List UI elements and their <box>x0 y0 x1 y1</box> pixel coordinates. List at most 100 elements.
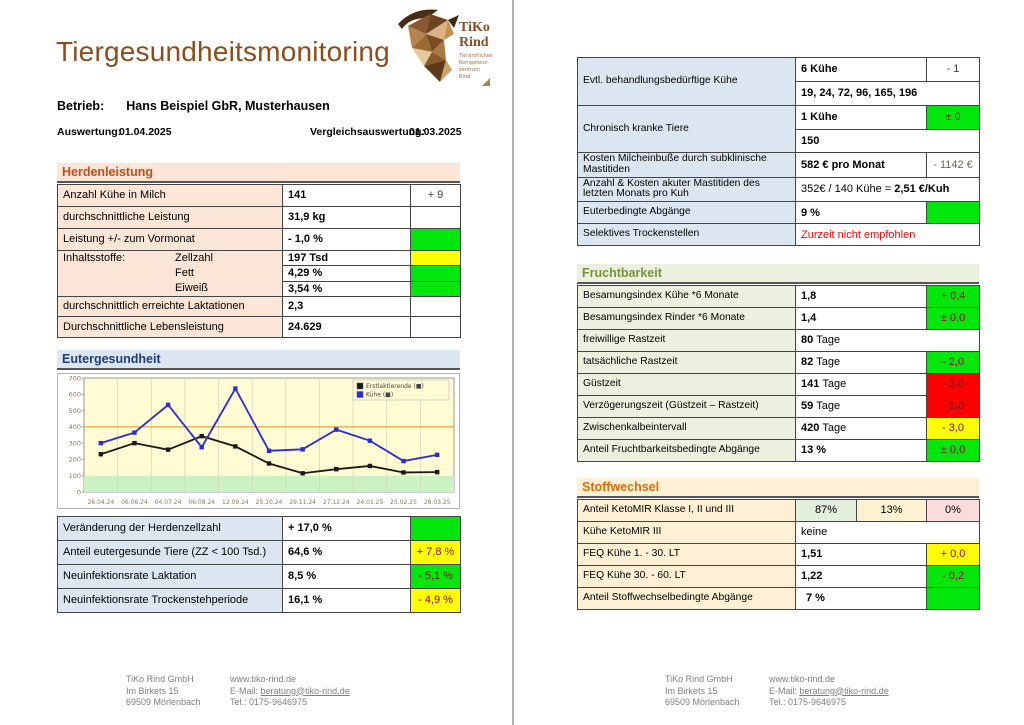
status-cell-green <box>410 228 461 251</box>
cell-delta: ± 0 <box>926 105 980 130</box>
cell-value: 420 Tage <box>795 417 927 440</box>
cell-label: FEQ Kühe 1. - 30. LT <box>577 543 796 566</box>
cell-label: Evtl. behandlungsbedürftige Kühe <box>577 57 796 106</box>
svg-text:12.09.24: 12.09.24 <box>222 499 249 506</box>
cell-label: durchschnittlich erreichte Laktationen <box>57 295 283 317</box>
cell-value: 1 Kühe <box>795 105 927 130</box>
footer-right: TiKo Rind GmbH Im Birkets 15 69509 Mörle… <box>665 674 889 709</box>
cell-label: Euterbedingte Abgänge <box>577 201 796 225</box>
auswertung-label: Auswertung: <box>57 126 122 138</box>
page-title: Tiergesundheitsmonitoring <box>56 36 390 67</box>
footer-left: TiKo Rind GmbH Im Birkets 15 69509 Mörle… <box>126 674 350 709</box>
cell-label: Anteil Stoffwechselbedingte Abgänge <box>577 587 796 610</box>
svg-text:04.07.24: 04.07.24 <box>155 499 182 506</box>
cell-label: Durchschnittliche Lebensleistung <box>57 315 283 338</box>
cell-value: 7 % <box>795 587 927 610</box>
cell-label: Besamungsindex Rinder *6 Monate <box>577 307 796 330</box>
cell-value: 16,1 % <box>282 588 411 613</box>
cell-label: Besamungsindex Kühe *6 Monate <box>577 285 796 308</box>
cell-value: 9 % <box>795 201 927 225</box>
cell-delta: + 0,0 <box>926 543 980 566</box>
cell-value: 82 Tage <box>795 351 927 374</box>
svg-text:400: 400 <box>69 423 81 431</box>
email-link[interactable]: beratung@tiko-rind.de <box>799 685 889 696</box>
footer-city: 69509 Mörlenbach <box>126 697 201 707</box>
footer-phone: Tel.: 0175-9646975 <box>769 697 847 707</box>
cell-label: freiwillige Rastzeit <box>577 329 796 352</box>
cell-value: 197 Tsd <box>282 249 411 267</box>
cell-label: Zwischenkalbeintervall <box>577 417 796 440</box>
svg-text:Erstlaktierende (■): Erstlaktierende (■) <box>366 383 424 390</box>
eutergesundheit-table-right: Evtl. behandlungsbedürftige Kühe 6 Kühe … <box>577 57 980 247</box>
cell-delta: - 4,9 % <box>410 588 461 613</box>
cell-label: Selektives Trockenstellen <box>577 223 796 247</box>
page-left: Tiergesundheitsmonitoring TiKo Rind Tier… <box>56 9 492 709</box>
value-number: 420 <box>801 422 820 435</box>
tiko-rind-logo: TiKo Rind Tierärztliches Kompetenz- zent… <box>398 9 492 86</box>
svg-text:Kühe (■): Kühe (■) <box>366 392 393 399</box>
cell-value: + 17,0 % <box>282 516 411 541</box>
cell-delta: - 3,0 <box>926 373 980 396</box>
auswertung-date: 01.04.2025 <box>119 126 172 138</box>
value-number: 59 <box>801 400 814 413</box>
cell-label: Leistung +/- zum Vormonat <box>57 228 283 251</box>
footer-email-label: E-Mail: <box>230 685 261 696</box>
cell-delta: + 0,4 <box>926 285 980 308</box>
svg-text:06.06.24: 06.06.24 <box>121 499 148 506</box>
group-label: Inhaltsstoffe: <box>63 252 126 265</box>
value-unit: Tage <box>816 356 841 369</box>
cell-value: 2,3 <box>282 295 411 317</box>
cell-label: Anteil Fruchtbarkeitsbedingte Abgänge <box>577 439 796 462</box>
footer-website: www.tiko-rind.de <box>230 674 297 684</box>
cell-label: durchschnittliche Leistung <box>57 206 283 229</box>
cell-value: 13 % <box>795 439 927 462</box>
cell-delta: + 9 <box>410 184 461 207</box>
footer-phone: Tel.: 0175-9646975 <box>230 697 308 707</box>
cell-value: 59 Tage <box>795 395 927 418</box>
cow-head-icon <box>398 9 459 82</box>
cell-delta: - 3,0 <box>926 417 980 440</box>
sub-label: Fett <box>175 267 194 280</box>
cell-delta: ± 0,0 <box>926 439 980 462</box>
value-number: 82 <box>801 356 814 369</box>
value-number: 13 % <box>801 444 827 457</box>
cell-value: 141 <box>282 184 411 207</box>
svg-text:27.12.24: 27.12.24 <box>323 499 350 506</box>
cell-value: 141 Tage <box>795 373 927 396</box>
cell-label: tatsächliche Rastzeit <box>577 351 796 374</box>
logo-wordmark-rind: Rind <box>459 35 489 50</box>
value-unit: Tage <box>822 378 847 391</box>
svg-text:0: 0 <box>77 488 81 496</box>
svg-text:700: 700 <box>69 374 81 382</box>
ketomir-class2-cell: 13% <box>856 499 927 522</box>
value-number: 141 <box>801 378 820 391</box>
cell-label: Neuinfektionsrate Laktation <box>57 564 283 589</box>
logo-subtitle-line: Kompetenz- <box>459 60 489 66</box>
email-link[interactable]: beratung@tiko-rind.de <box>260 685 350 696</box>
vergleichsauswertung-date: 01.03.2025 <box>409 126 462 138</box>
cell-delta <box>410 206 461 229</box>
cell-value: 31,9 kg <box>282 206 411 229</box>
section-header-eutergesundheit: Eutergesundheit <box>57 350 460 370</box>
cell-label: Fett <box>57 265 283 282</box>
value-unit: Tage <box>822 422 847 435</box>
status-cell-green <box>410 280 461 297</box>
cell-value: 6 Kühe <box>795 57 927 82</box>
cell-label: Verzögerungszeit (Güstzeit – Rastzeit) <box>577 395 796 418</box>
footer-company: TiKo Rind GmbH <box>665 674 733 684</box>
svg-text:26.04.24: 26.04.24 <box>87 499 114 506</box>
status-cell-green <box>410 265 461 282</box>
logo-corner-mark <box>482 78 490 86</box>
ketomir-class1-cell: 87% <box>795 499 857 522</box>
sub-label: Zellzahl <box>175 252 213 265</box>
cell-value: 8,5 % <box>282 564 411 589</box>
value-prefix: 352€ / 140 Kühe = <box>801 183 895 196</box>
cell-label: Chronisch kranke Tiere <box>577 105 796 153</box>
svg-text:28.03.25: 28.03.25 <box>424 499 451 506</box>
svg-text:600: 600 <box>69 391 81 399</box>
betrieb-line: Betrieb: Hans Beispiel GbR, Musterhausen <box>57 99 330 113</box>
footer-email-label: E-Mail: <box>769 685 800 696</box>
vergleichsauswertung-label: Vergleichsauswertung: <box>310 126 425 138</box>
cell-value: keine <box>795 521 980 544</box>
svg-text:100: 100 <box>69 472 81 480</box>
